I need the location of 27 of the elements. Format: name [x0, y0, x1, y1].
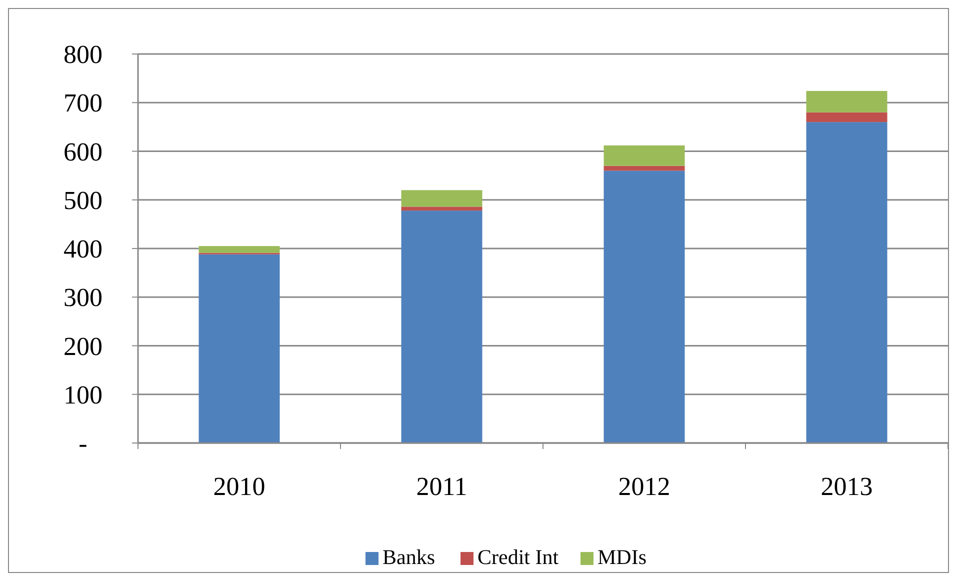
bar	[198, 254, 280, 443]
y-tick-label: 400	[64, 234, 102, 264]
bar	[806, 90, 888, 112]
y-tick-label: -	[78, 429, 88, 458]
legend-label: Credit Int	[478, 545, 559, 569]
x-tick-label: 2010	[213, 472, 266, 501]
x-tick-label: 2011	[416, 472, 468, 501]
y-tick-label: 200	[64, 332, 102, 361]
y-tick-label: 100	[64, 380, 102, 410]
legend-label: MDIs	[598, 545, 647, 569]
x-tick-label: 2013	[820, 472, 873, 501]
bar	[604, 166, 685, 171]
bar	[401, 190, 482, 207]
bar	[604, 145, 685, 166]
bar	[806, 112, 888, 122]
y-tick-label: 300	[64, 283, 102, 312]
legend-label: Banks	[382, 545, 435, 569]
bar	[198, 246, 280, 253]
y-tick-label: 600	[64, 137, 102, 166]
y-tick-label: 800	[64, 40, 102, 70]
bar	[806, 122, 888, 443]
y-tick-label: 500	[64, 186, 102, 215]
y-tick-label: 700	[64, 88, 102, 118]
bar	[401, 210, 482, 443]
bar	[401, 206, 482, 211]
x-tick-label: 2012	[618, 472, 670, 501]
bar	[604, 170, 685, 443]
